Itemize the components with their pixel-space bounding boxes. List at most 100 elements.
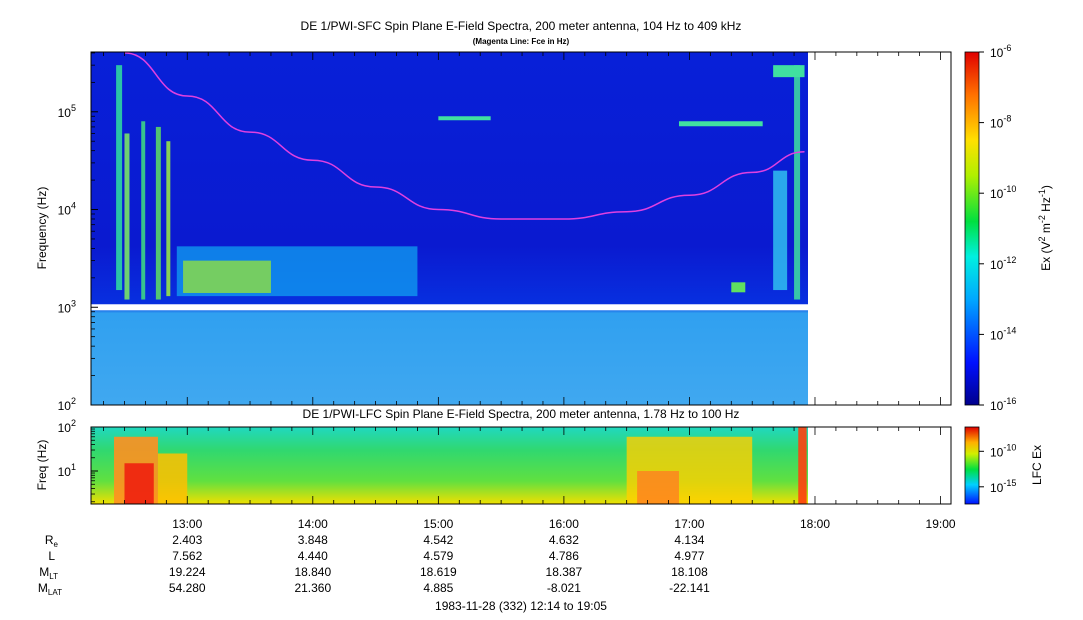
ephem-value-re: 4.632: [549, 533, 579, 547]
y-tick-base: 10: [58, 399, 72, 413]
time-tick-label: 18:00: [800, 517, 830, 531]
cbar-label-mid: m: [1039, 223, 1053, 236]
y-tick-exponent: 4: [71, 201, 76, 211]
time-tick-label: 19:00: [926, 517, 956, 531]
time-axis: 13:00 14:00 15:00 16:00 17:00 18:00 19:00: [172, 517, 956, 531]
lfc-ylabel: Freq (Hz): [35, 440, 49, 491]
ephem-label-re-sub: e: [54, 540, 59, 549]
cbar-tick-exponent: -10: [1003, 184, 1016, 194]
cbar-tick-base: 10: [990, 399, 1004, 413]
cbar-tick-label: 10-10: [990, 442, 1016, 459]
sfc-x-ticks: [103, 52, 941, 405]
sfc-narrowband-emission: [438, 116, 491, 121]
ephem-value-mlat: 21.360: [294, 581, 331, 595]
sfc-spectrogram-features: [116, 65, 805, 300]
y-tick-label: 103: [58, 298, 76, 315]
cbar-tick-label: 10-12: [990, 255, 1016, 272]
time-tick-label: 14:00: [298, 517, 328, 531]
ephem-value-re: 2.403: [172, 533, 202, 547]
sfc-emission-column: [794, 65, 801, 300]
y-tick-base: 10: [58, 301, 72, 315]
ephem-label-re: Re: [45, 533, 59, 549]
y-tick-base: 10: [58, 204, 72, 218]
sfc-emission-column: [773, 170, 788, 291]
cbar-tick-label: 10-6: [990, 43, 1011, 60]
ephem-value-l: 4.786: [549, 549, 579, 563]
lfc-spectrogram-features: [114, 427, 807, 504]
lfc-emission-patch: [798, 427, 807, 504]
cbar-tick-label: 10-15: [990, 478, 1016, 495]
y-tick-exponent: 5: [71, 103, 76, 113]
time-tick-label: 13:00: [172, 517, 202, 531]
y-tick-label: 102: [58, 418, 76, 435]
cbar-tick-base: 10: [990, 481, 1004, 495]
cbar-label-prefix: Ex (V: [1039, 242, 1053, 271]
cbar-label-suffix: ): [1039, 185, 1053, 189]
time-tick-label: 17:00: [674, 517, 704, 531]
ephem-value-mlat: 4.885: [423, 581, 453, 595]
ephem-value-mlat: 54.280: [169, 581, 206, 595]
ephem-label-mlt: MLT: [39, 565, 58, 581]
ephemeris-labels: Re L MLT MLAT: [38, 533, 62, 597]
time-tick-label: 16:00: [549, 517, 579, 531]
sfc-narrowband-emission: [678, 121, 763, 127]
cbar-tick-base: 10: [990, 46, 1004, 60]
ephem-value-mlt: 18.387: [546, 565, 583, 579]
lfc-title: DE 1/PWI-LFC Spin Plane E-Field Spectra,…: [303, 407, 740, 421]
y-tick-exponent: 3: [71, 298, 76, 308]
ephem-label-mlat-main: M: [38, 581, 48, 595]
lfc-x-ticks: [103, 427, 941, 504]
sfc-spectrogram-fill: [91, 52, 808, 405]
cbar-tick-base: 10: [990, 328, 1004, 342]
sfc-emission-column: [141, 121, 146, 300]
sfc-emission-patch: [731, 282, 746, 293]
ephem-value-mlat: -8.021: [547, 581, 581, 595]
y-tick-label: 105: [58, 103, 76, 120]
ephem-value-re: 4.134: [674, 533, 704, 547]
lfc-emission-patch: [157, 453, 188, 504]
ephem-value-l: 7.562: [172, 549, 202, 563]
cbar-tick-exponent: -16: [1003, 396, 1016, 406]
cbar-tick-exponent: -10: [1003, 442, 1016, 452]
ephem-value-mlt: 18.108: [671, 565, 708, 579]
sfc-colorbar-label: Ex (V2 m-2 Hz-1): [1037, 185, 1053, 271]
y-tick-base: 10: [58, 106, 72, 120]
cbar-tick-base: 10: [990, 187, 1004, 201]
sfc-ylabel: Frequency (Hz): [35, 187, 49, 270]
cbar-tick-base: 10: [990, 117, 1004, 131]
lfc-colorbar-gradient: [964, 426, 980, 505]
y-tick-base: 10: [58, 421, 72, 435]
lfc-frame: [90, 426, 952, 505]
ephem-value-re: 3.848: [298, 533, 328, 547]
ephem-value-mlt: 18.619: [420, 565, 457, 579]
cbar-tick-label: 10-10: [990, 184, 1016, 201]
sfc-data-gap: [91, 304, 808, 311]
sfc-frame: [90, 51, 952, 406]
sfc-emission-column: [155, 126, 161, 300]
ephem-value-l: 4.579: [423, 549, 453, 563]
cbar-tick-base: 10: [990, 445, 1004, 459]
y-tick-label: 104: [58, 201, 76, 218]
cbar-tick-exponent: -12: [1003, 255, 1016, 265]
ephem-value-re: 4.542: [423, 533, 453, 547]
cbar-tick-exponent: -14: [1003, 325, 1016, 335]
time-tick-label: 15:00: [423, 517, 453, 531]
cbar-tick-label: 10-16: [990, 396, 1016, 413]
ephem-value-mlat: -22.141: [669, 581, 710, 595]
sfc-title: DE 1/PWI-SFC Spin Plane E-Field Spectra,…: [301, 19, 742, 33]
ephem-label-mlt-main: M: [39, 565, 49, 579]
ephem-value-mlt: 19.224: [169, 565, 206, 579]
cbar-label-mid2: Hz: [1039, 197, 1053, 215]
ephem-label-mlat: MLAT: [38, 581, 62, 597]
lfc-colorbar-label: LFC Ex: [1030, 445, 1044, 485]
ephem-label-l-main: L: [48, 549, 55, 563]
sfc-hiss-core: [183, 260, 271, 293]
